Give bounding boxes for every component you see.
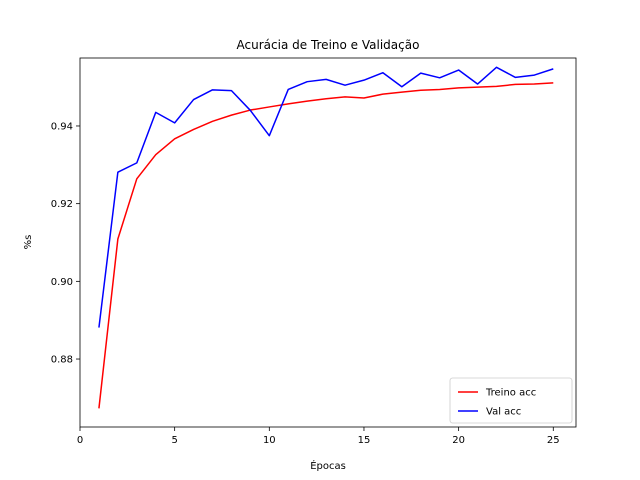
x-tick-label: 25: [547, 435, 560, 446]
series-line-1: [98, 66, 554, 328]
y-tick-label: 0.94: [51, 121, 73, 132]
y-tick-label: 0.92: [51, 199, 73, 210]
x-tick-label: 0: [77, 435, 83, 446]
x-axis-label: Épocas: [310, 459, 346, 472]
y-axis-label: %s: [23, 235, 34, 250]
x-tick-label: 15: [358, 435, 371, 446]
series-layer: [98, 66, 554, 409]
series-line-0: [98, 82, 554, 409]
x-tick-label: 5: [171, 435, 177, 446]
x-tick-label: 20: [452, 435, 465, 446]
plot-frame: [79, 57, 577, 428]
y-tick-label: 0.90: [51, 277, 73, 288]
legend: Treino acc Val acc: [449, 377, 573, 424]
x-tick-label: 10: [263, 435, 276, 446]
legend-box: [449, 377, 573, 424]
chart-title: Acurácia de Treino e Validação: [237, 38, 420, 52]
plot-area: [80, 58, 576, 427]
x-axis-ticks: 0 5 10 15 20 25: [77, 427, 560, 446]
legend-label: Val acc: [486, 407, 521, 418]
legend-label: Treino acc: [485, 388, 536, 399]
y-axis-ticks: 0.88 0.90 0.92 0.94: [51, 121, 80, 366]
y-tick-label: 0.88: [51, 355, 73, 366]
